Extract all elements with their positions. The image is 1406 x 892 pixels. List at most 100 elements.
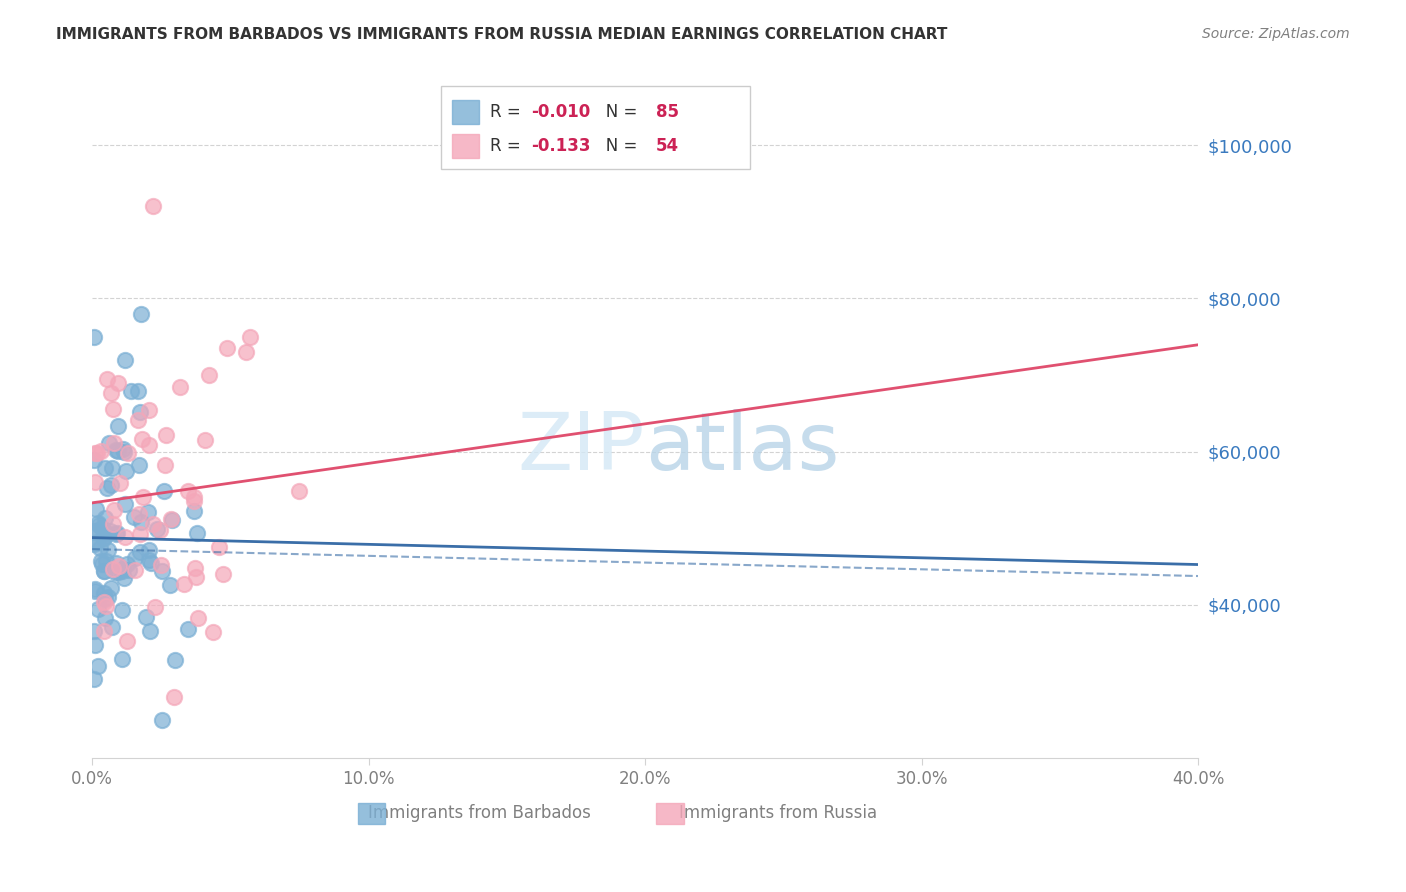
Immigrants from Russia xyxy=(194,433,217,447)
Immigrants from Russia xyxy=(153,458,176,472)
Immigrants from Barbados xyxy=(128,458,150,472)
Immigrants from Russia xyxy=(114,530,136,544)
Immigrants from Barbados xyxy=(128,544,150,558)
Immigrants from Russia xyxy=(288,484,311,499)
FancyBboxPatch shape xyxy=(657,803,683,823)
Immigrants from Russia xyxy=(115,633,138,648)
Immigrants from Russia xyxy=(162,690,184,704)
Immigrants from Barbados xyxy=(131,516,153,530)
Text: N =: N = xyxy=(589,137,643,155)
Immigrants from Barbados xyxy=(93,564,115,578)
Immigrants from Barbados xyxy=(94,591,117,606)
Immigrants from Barbados xyxy=(98,524,121,538)
Immigrants from Barbados xyxy=(94,461,117,475)
Immigrants from Russia xyxy=(184,561,207,575)
Immigrants from Barbados xyxy=(104,556,127,570)
Immigrants from Russia xyxy=(84,475,107,489)
FancyBboxPatch shape xyxy=(451,100,479,124)
Immigrants from Russia xyxy=(103,436,125,450)
Immigrants from Russia xyxy=(235,345,257,359)
Immigrants from Russia xyxy=(107,558,129,573)
Text: 85: 85 xyxy=(657,103,679,121)
Immigrants from Russia xyxy=(149,524,172,538)
FancyBboxPatch shape xyxy=(440,86,751,169)
Immigrants from Russia xyxy=(141,516,163,531)
Text: Immigrants from Barbados: Immigrants from Barbados xyxy=(368,805,591,822)
Immigrants from Russia xyxy=(187,611,209,625)
Immigrants from Barbados xyxy=(96,481,118,495)
Immigrants from Barbados xyxy=(129,307,152,321)
Text: Source: ZipAtlas.com: Source: ZipAtlas.com xyxy=(1202,27,1350,41)
Immigrants from Barbados xyxy=(86,535,108,549)
Immigrants from Russia xyxy=(101,401,124,416)
Immigrants from Barbados xyxy=(83,624,105,638)
Immigrants from Barbados xyxy=(127,384,149,398)
Immigrants from Russia xyxy=(103,517,125,532)
Immigrants from Russia xyxy=(93,595,115,609)
Immigrants from Barbados xyxy=(86,601,108,615)
Immigrants from Russia xyxy=(177,484,200,499)
Immigrants from Barbados xyxy=(129,405,152,419)
Immigrants from Barbados xyxy=(152,483,174,498)
Text: 54: 54 xyxy=(657,137,679,155)
Immigrants from Barbados xyxy=(101,460,124,475)
Immigrants from Barbados xyxy=(96,554,118,568)
Immigrants from Russia xyxy=(93,624,115,638)
Immigrants from Barbados xyxy=(84,501,107,516)
FancyBboxPatch shape xyxy=(357,803,385,823)
Immigrants from Barbados xyxy=(84,584,107,599)
Text: Immigrants from Russia: Immigrants from Russia xyxy=(679,805,877,822)
Immigrants from Russia xyxy=(150,558,173,572)
Immigrants from Barbados xyxy=(112,445,135,459)
Immigrants from Barbados xyxy=(135,610,157,624)
Immigrants from Barbados xyxy=(94,611,117,625)
Immigrants from Barbados xyxy=(93,564,115,578)
Immigrants from Russia xyxy=(108,475,131,490)
Immigrants from Barbados xyxy=(100,620,122,634)
Immigrants from Russia xyxy=(138,438,160,452)
FancyBboxPatch shape xyxy=(451,134,479,158)
Immigrants from Barbados xyxy=(159,578,181,592)
Immigrants from Russia xyxy=(100,385,122,400)
Immigrants from Russia xyxy=(198,368,221,382)
Immigrants from Barbados xyxy=(93,586,115,600)
Immigrants from Russia xyxy=(128,526,150,541)
Immigrants from Barbados xyxy=(114,464,136,478)
Immigrants from Barbados xyxy=(105,525,128,540)
Immigrants from Barbados xyxy=(120,384,142,398)
Immigrants from Russia xyxy=(138,402,160,417)
Text: R =: R = xyxy=(491,137,526,155)
Immigrants from Barbados xyxy=(111,442,134,456)
Immigrants from Russia xyxy=(128,507,150,521)
Immigrants from Barbados xyxy=(93,530,115,544)
Immigrants from Barbados xyxy=(152,714,174,728)
Immigrants from Barbados xyxy=(97,542,120,557)
Text: IMMIGRANTS FROM BARBADOS VS IMMIGRANTS FROM RUSSIA MEDIAN EARNINGS CORRELATION C: IMMIGRANTS FROM BARBADOS VS IMMIGRANTS F… xyxy=(56,27,948,42)
Immigrants from Russia xyxy=(96,371,118,385)
Immigrants from Barbados xyxy=(91,557,114,571)
Immigrants from Russia xyxy=(186,570,208,584)
Immigrants from Barbados xyxy=(165,653,187,667)
Immigrants from Russia xyxy=(127,413,149,427)
Text: atlas: atlas xyxy=(645,409,839,487)
Immigrants from Barbados xyxy=(90,521,112,535)
Immigrants from Russia xyxy=(215,341,238,355)
Immigrants from Barbados xyxy=(107,565,129,579)
Immigrants from Barbados xyxy=(84,638,107,652)
Immigrants from Russia xyxy=(183,490,205,504)
Immigrants from Russia xyxy=(173,576,195,591)
Immigrants from Barbados xyxy=(139,557,162,571)
Immigrants from Barbados xyxy=(104,565,127,579)
Immigrants from Russia xyxy=(94,599,117,613)
Immigrants from Barbados xyxy=(83,537,105,551)
Immigrants from Barbados xyxy=(138,553,160,567)
Immigrants from Barbados xyxy=(93,511,115,525)
Immigrants from Barbados xyxy=(183,503,205,517)
Immigrants from Barbados xyxy=(105,442,128,457)
Immigrants from Barbados xyxy=(84,582,107,596)
Immigrants from Russia xyxy=(207,540,229,554)
Immigrants from Russia xyxy=(124,563,146,577)
Immigrants from Barbados xyxy=(114,498,136,512)
Immigrants from Barbados xyxy=(124,550,146,565)
Immigrants from Russia xyxy=(101,562,124,576)
